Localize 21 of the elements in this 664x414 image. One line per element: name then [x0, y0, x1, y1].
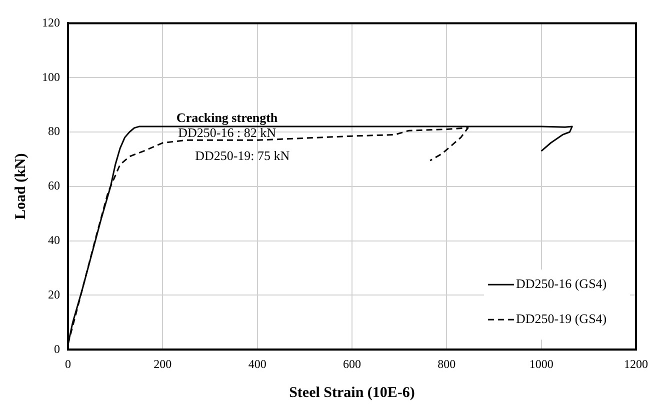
- y-tick-label: 0: [54, 342, 60, 356]
- annotation: Cracking strength: [176, 110, 278, 125]
- y-axis-title: Load (kN): [12, 153, 29, 220]
- x-tick-label: 1000: [529, 356, 554, 371]
- legend-label: DD250-16 (GS4): [516, 276, 607, 292]
- y-tick-label: 20: [48, 287, 60, 302]
- y-tick-label: 40: [48, 232, 60, 247]
- y-tick-label: 60: [48, 178, 60, 193]
- x-tick-label: 600: [343, 356, 361, 371]
- annotation: DD250-19: 75 kN: [195, 148, 290, 163]
- y-tick-label: 120: [42, 15, 60, 30]
- x-tick-label: 1200: [624, 356, 648, 371]
- x-axis-title: Steel Strain (10E-6): [289, 384, 415, 401]
- x-tick-label: 400: [248, 356, 266, 371]
- x-tick-label: 800: [438, 356, 456, 371]
- y-tick-label: 100: [42, 70, 60, 84]
- x-tick-label: 0: [65, 356, 71, 371]
- y-tick-label: 80: [48, 124, 60, 138]
- legend-label: DD250-19 (GS4): [516, 311, 607, 326]
- x-tick-label: 200: [154, 356, 172, 371]
- annotation: DD250-16 : 82 kN: [178, 124, 277, 140]
